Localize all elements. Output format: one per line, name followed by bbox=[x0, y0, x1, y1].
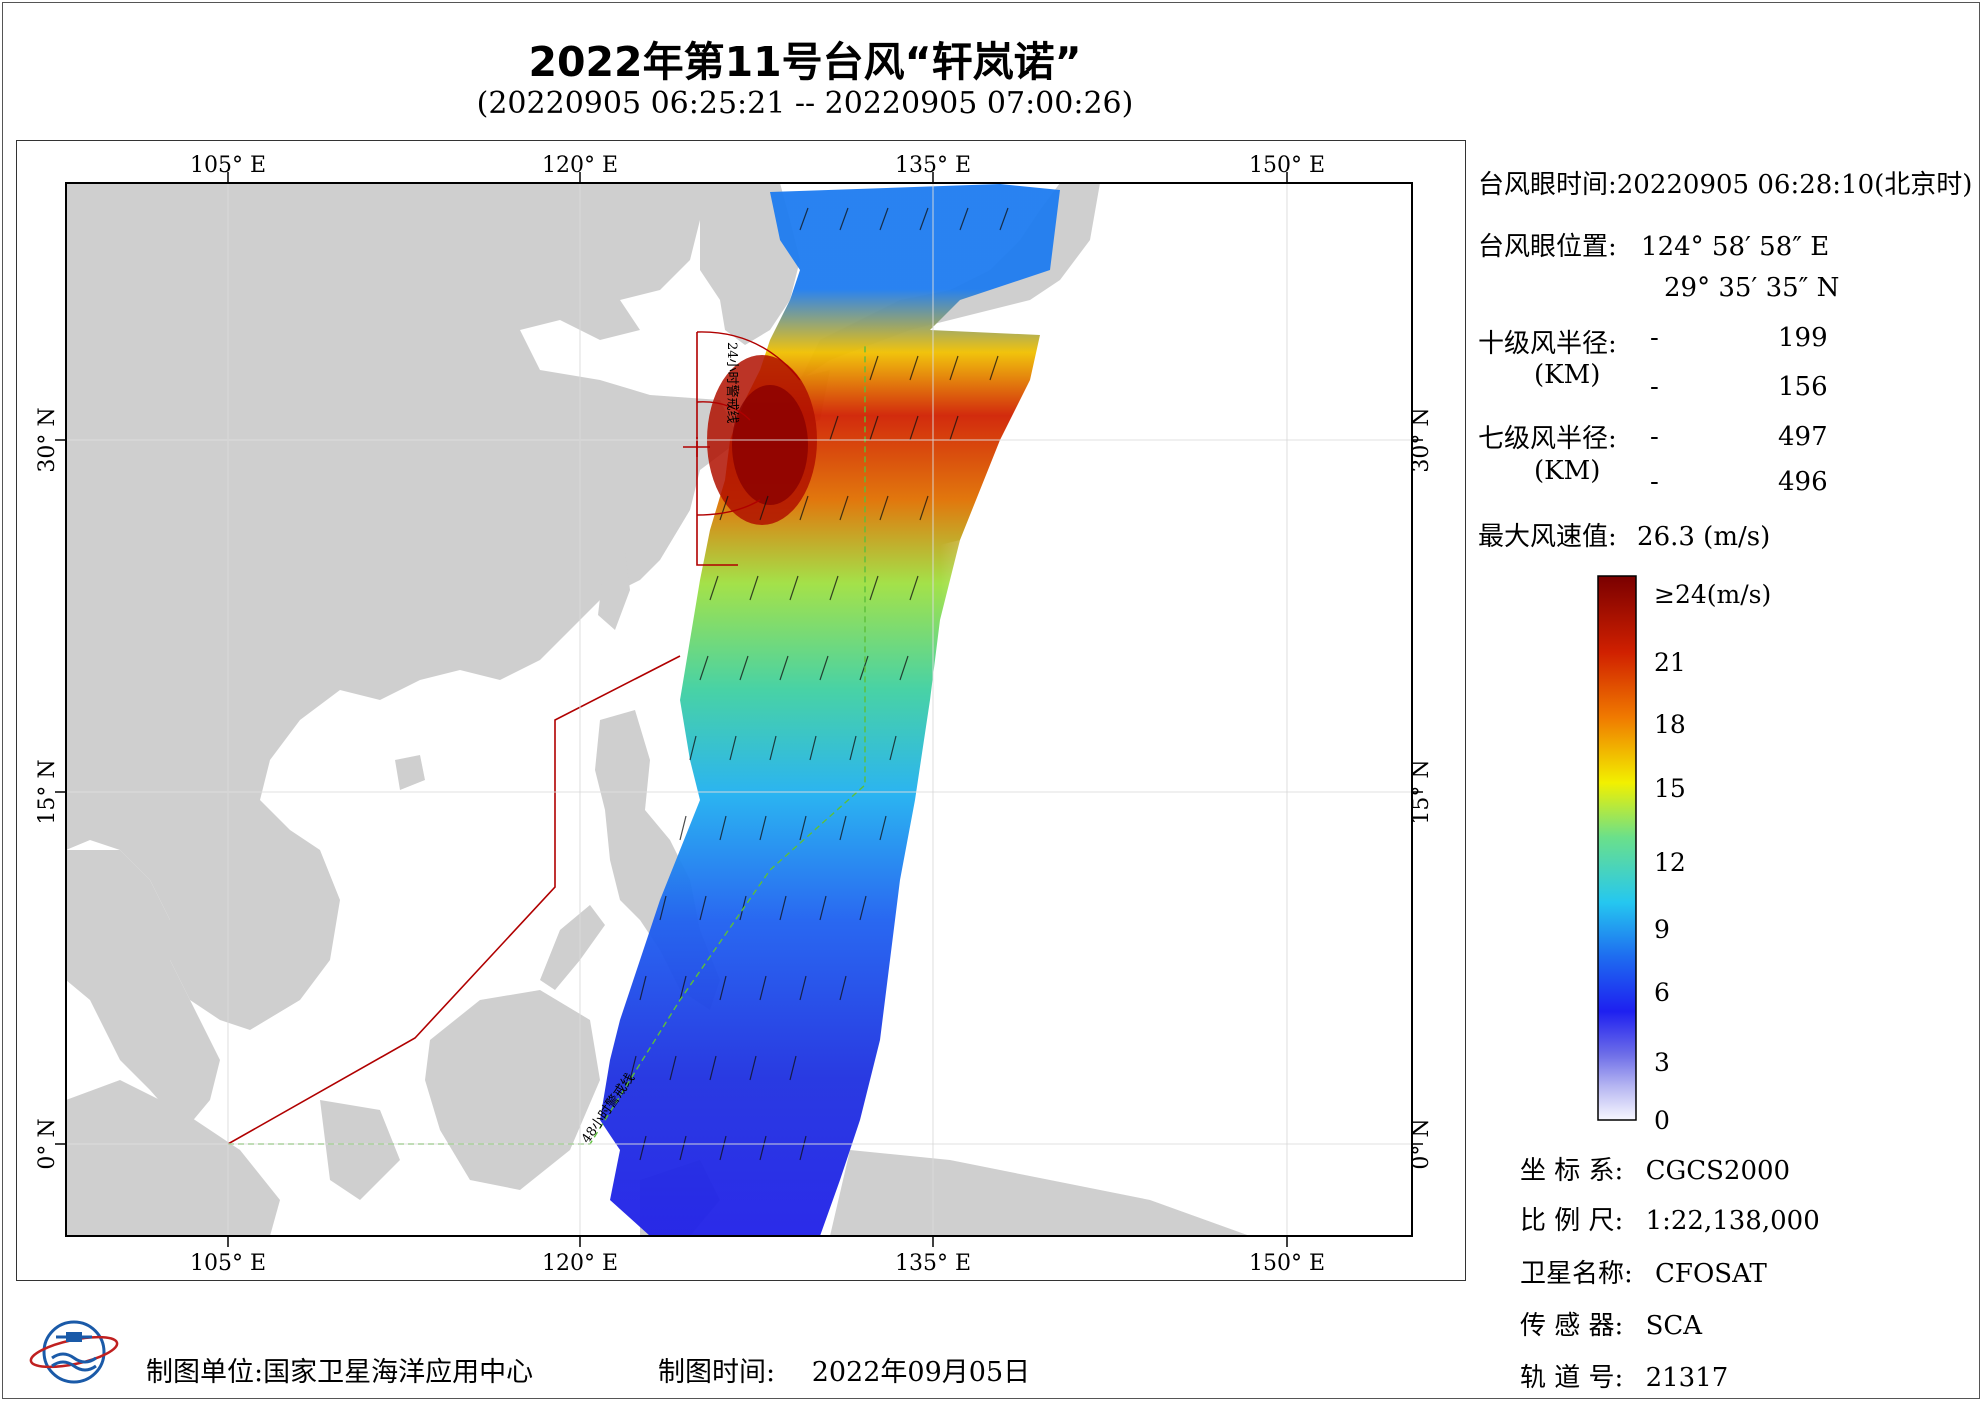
lat-tick-left-15: 15° N bbox=[35, 759, 60, 824]
r7-b-dash: - bbox=[1650, 467, 1659, 497]
satellite-label: 卫星名称: bbox=[1520, 1259, 1633, 1289]
r10-a-dash: - bbox=[1650, 323, 1659, 353]
land-borneo bbox=[425, 990, 600, 1190]
r10-km-label: (KM) bbox=[1534, 360, 1601, 390]
colorbar-label-21: 21 bbox=[1654, 648, 1686, 677]
lon-tick-top-105: 105° E bbox=[190, 153, 266, 178]
boundary-line bbox=[227, 655, 681, 1145]
lon-tick-top-120: 120° E bbox=[542, 153, 618, 178]
land-taiwan bbox=[598, 550, 630, 630]
lon-tick-top-150: 150° E bbox=[1249, 153, 1325, 178]
r7-b-value: 496 bbox=[1778, 467, 1828, 497]
max-wind-label: 最大风速值: bbox=[1478, 522, 1617, 552]
land-asia-mainland bbox=[66, 183, 740, 1030]
crs-label: 坐 标 系: bbox=[1520, 1156, 1624, 1186]
footer-unit: 制图单位:国家卫星海洋应用中心 bbox=[146, 1350, 533, 1389]
lat-tick-right-15: 15° N bbox=[1409, 759, 1434, 824]
r10-b-dash: - bbox=[1650, 372, 1659, 402]
agency-logo-icon bbox=[29, 1320, 119, 1384]
orbit-label: 轨 道 号: bbox=[1520, 1363, 1624, 1393]
lat-tick-left-0: 0° N bbox=[35, 1118, 60, 1169]
lat-tick-left-30: 30° N bbox=[35, 407, 60, 472]
sensor-row: 传 感 器: SCA bbox=[1520, 1305, 1702, 1342]
map-subtitle: (20220905 06:25:21 -- 20220905 07:00:26) bbox=[476, 86, 1134, 121]
scale-row: 比 例 尺: 1:22,138,000 bbox=[1520, 1200, 1820, 1237]
orbit-row: 轨 道 号: 21317 bbox=[1520, 1357, 1728, 1394]
orbit-value: 21317 bbox=[1645, 1363, 1729, 1393]
lon-tick-bottom-105: 105° E bbox=[190, 1251, 266, 1276]
eye-time-row: 台风眼时间:20220905 06:28:10(北京时) bbox=[1478, 164, 1972, 201]
colorbar bbox=[1597, 575, 1637, 1121]
lon-tick-top-135: 135° E bbox=[895, 153, 971, 178]
footer-unit-value: 国家卫星海洋应用中心 bbox=[263, 1357, 534, 1388]
footer-date: 制图时间: 2022年09月05日 bbox=[658, 1350, 1030, 1389]
r10-label: 十级风半径: bbox=[1478, 329, 1617, 359]
lon-tick-bottom-120: 120° E bbox=[542, 1251, 618, 1276]
r7-a-dash: - bbox=[1650, 422, 1659, 452]
map-border bbox=[65, 182, 1413, 1237]
land-korea bbox=[700, 183, 800, 345]
r7-km-label: (KM) bbox=[1534, 456, 1601, 486]
map-title: 2022年第11号台风“轩岚诺” bbox=[528, 38, 1082, 86]
land-new-guinea bbox=[830, 1150, 1250, 1236]
colorbar-label-24: ≥24(m/s) bbox=[1654, 580, 1772, 609]
typhoon-wind-map[interactable]: 24小时警戒线 48小时警戒线 105° E 120° E 135° E bbox=[0, 0, 1480, 1290]
sensor-label: 传 感 器: bbox=[1520, 1311, 1624, 1341]
colorbar-label-0: 0 bbox=[1654, 1106, 1670, 1135]
lon-tick-bottom-150: 150° E bbox=[1249, 1251, 1325, 1276]
max-wind-row: 最大风速值: 26.3 (m/s) bbox=[1478, 516, 1770, 553]
eye-position-label: 台风眼位置: bbox=[1478, 232, 1617, 262]
max-wind-value: 26.3 (m/s) bbox=[1637, 522, 1771, 552]
r7-a-value: 497 bbox=[1778, 422, 1828, 452]
wind-barbs bbox=[629, 207, 1009, 1161]
lat-tick-right-30: 30° N bbox=[1409, 407, 1434, 472]
colorbar-label-18: 18 bbox=[1654, 710, 1686, 739]
colorbar-label-6: 6 bbox=[1654, 978, 1670, 1007]
wind-swath bbox=[600, 184, 1060, 1236]
r10-a-value: 199 bbox=[1778, 323, 1828, 353]
footer-unit-label: 制图单位: bbox=[146, 1357, 264, 1388]
footer-date-label: 制图时间: bbox=[658, 1357, 776, 1388]
colorbar-label-3: 3 bbox=[1654, 1048, 1670, 1077]
sensor-value: SCA bbox=[1645, 1311, 1703, 1341]
eye-longitude: 124° 58′ 58″ E bbox=[1641, 232, 1830, 262]
satellite-value: CFOSAT bbox=[1655, 1259, 1767, 1289]
colorbar-label-12: 12 bbox=[1654, 848, 1686, 877]
colorbar-label-9: 9 bbox=[1654, 915, 1670, 944]
lon-tick-bottom-135: 135° E bbox=[895, 1251, 971, 1276]
scale-label: 比 例 尺: bbox=[1520, 1206, 1624, 1236]
eye-time-label: 台风眼时间: bbox=[1478, 170, 1617, 200]
eye-position-row: 台风眼位置: 124° 58′ 58″ E bbox=[1478, 226, 1829, 263]
warning-label-24h: 24小时警戒线 bbox=[724, 342, 740, 424]
warning-line-24h bbox=[696, 332, 738, 566]
eye-latitude: 29° 35′ 35″ N bbox=[1664, 273, 1840, 303]
satellite-row: 卫星名称: CFOSAT bbox=[1520, 1253, 1767, 1290]
crs-value: CGCS2000 bbox=[1645, 1156, 1791, 1186]
map-frame bbox=[16, 140, 1466, 1281]
footer-date-value: 2022年09月05日 bbox=[811, 1357, 1031, 1388]
crs-row: 坐 标 系: CGCS2000 bbox=[1520, 1150, 1790, 1187]
lat-tick-right-0: 0° N bbox=[1409, 1118, 1434, 1169]
colorbar-label-15: 15 bbox=[1654, 774, 1686, 803]
r7-label: 七级风半径: bbox=[1478, 424, 1617, 454]
land-indochina bbox=[66, 850, 220, 1130]
r10-b-value: 156 bbox=[1778, 372, 1828, 402]
scale-value: 1:22,138,000 bbox=[1645, 1206, 1820, 1236]
eye-time-value: 20220905 06:28:10(北京时) bbox=[1616, 170, 1973, 200]
